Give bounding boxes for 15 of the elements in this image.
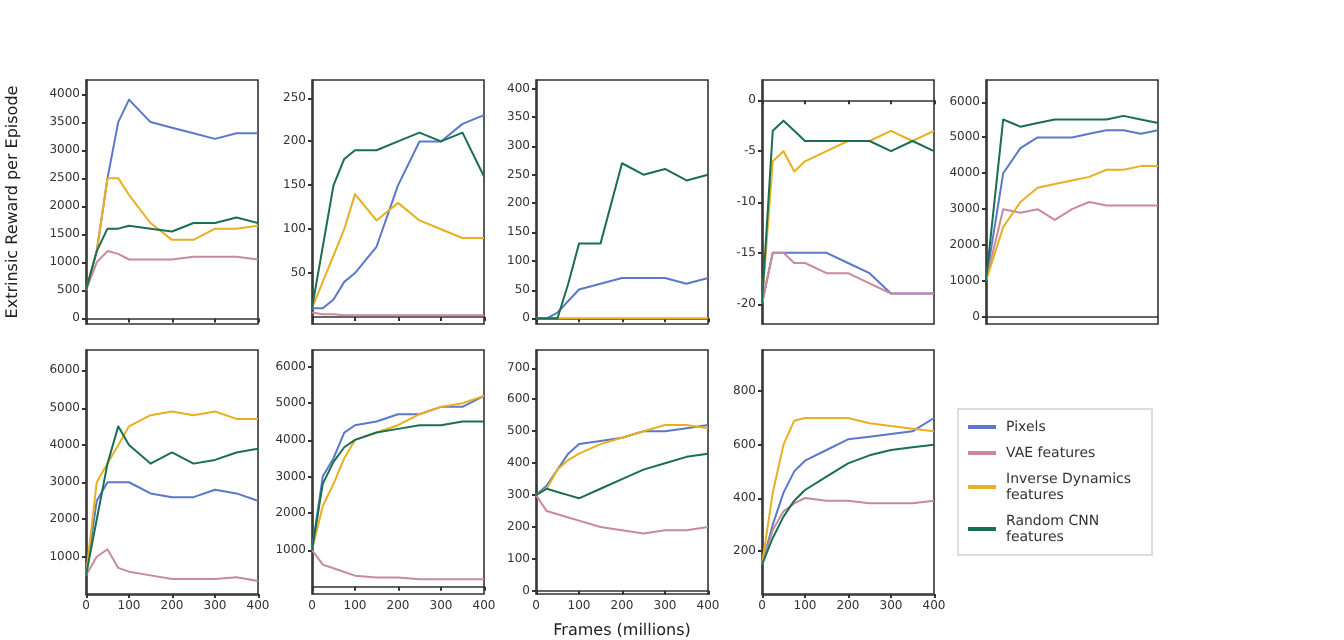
line-series (85, 250, 259, 292)
line-series (311, 548, 485, 581)
line-series (535, 494, 709, 535)
line-series (985, 165, 1159, 282)
line-series (761, 417, 935, 566)
line-series (761, 443, 935, 566)
line-series (85, 548, 259, 582)
line-series (311, 394, 485, 551)
line-series (761, 251, 935, 305)
line-series (535, 452, 709, 500)
line-series (311, 193, 485, 310)
x-axis-title: Frames (millions) (553, 620, 691, 639)
y-axis-title: Extrinsic Reward per Episode (3, 85, 21, 319)
line-series (85, 216, 259, 292)
line-series (311, 420, 485, 551)
